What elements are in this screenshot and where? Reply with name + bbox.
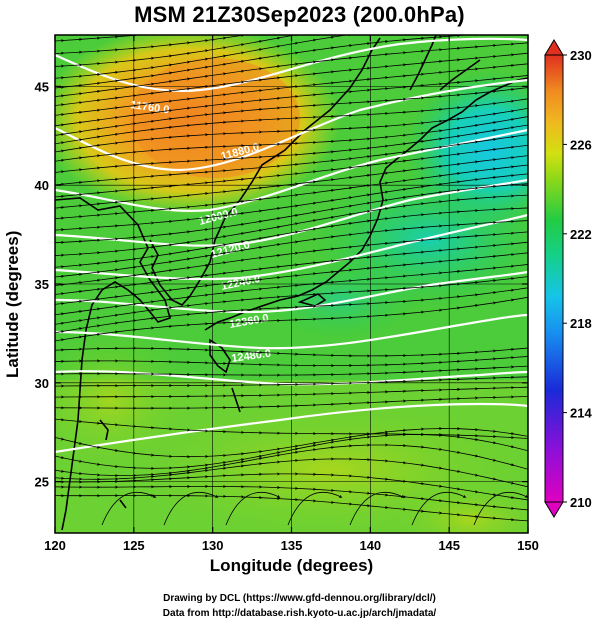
streamline [55, 356, 528, 368]
x-tick-label: 145 [438, 538, 460, 553]
streamline [225, 492, 281, 526]
colorbar-tick-label: 214 [570, 406, 592, 421]
x-tick-label: 140 [359, 538, 381, 553]
y-tick-label: 30 [35, 376, 49, 391]
colorbar-tick-label: 226 [570, 137, 592, 152]
credit-line-1: Drawing by DCL (https://www.gfd-dennou.o… [163, 593, 436, 604]
y-axis-label-wrap: Latitude (degrees) [3, 231, 23, 398]
colorbar: 210 214 218 222 226 230 [544, 39, 592, 518]
x-tick-label: 120 [44, 538, 66, 553]
streamline [55, 365, 528, 377]
y-axis: 25 30 35 40 45 [35, 79, 528, 490]
colorbar-tick-label: 222 [570, 227, 592, 242]
y-axis-label: Latitude (degrees) [3, 230, 22, 378]
y-tick-label: 45 [35, 79, 49, 94]
streamline [55, 493, 528, 522]
streamline [163, 492, 219, 526]
x-tick-label: 125 [123, 538, 145, 553]
streamline [55, 346, 528, 358]
x-axis: 120 125 130 135 140 145 150 [44, 35, 539, 553]
streamline [287, 492, 343, 526]
streamline [473, 492, 528, 526]
streamlines [55, 35, 528, 526]
x-tick-label: 130 [202, 538, 224, 553]
colorbar-tick-label: 210 [570, 495, 592, 510]
colorbar-extend-top [544, 39, 564, 56]
x-axis-label: Longitude (degrees) [209, 556, 374, 575]
credit-line-2: Data from http://database.rish.kyoto-u.a… [162, 608, 437, 619]
colorbar-tick-label: 218 [570, 316, 592, 331]
colorbar-tick-label: 230 [570, 48, 592, 63]
colorbar-extend-bottom [544, 501, 564, 518]
chart-title: MSM 21Z30Sep2023 (200.0hPa) [134, 2, 465, 27]
y-tick-label: 40 [35, 178, 49, 193]
y-tick-label: 35 [35, 277, 49, 292]
streamline [55, 395, 528, 410]
streamline [55, 296, 528, 342]
streamline [349, 492, 405, 526]
y-tick-label: 25 [35, 475, 49, 490]
x-tick-label: 150 [517, 538, 539, 553]
streamline [411, 492, 467, 526]
streamline [101, 492, 157, 526]
streamline [55, 375, 528, 388]
x-tick-label: 135 [281, 538, 303, 553]
